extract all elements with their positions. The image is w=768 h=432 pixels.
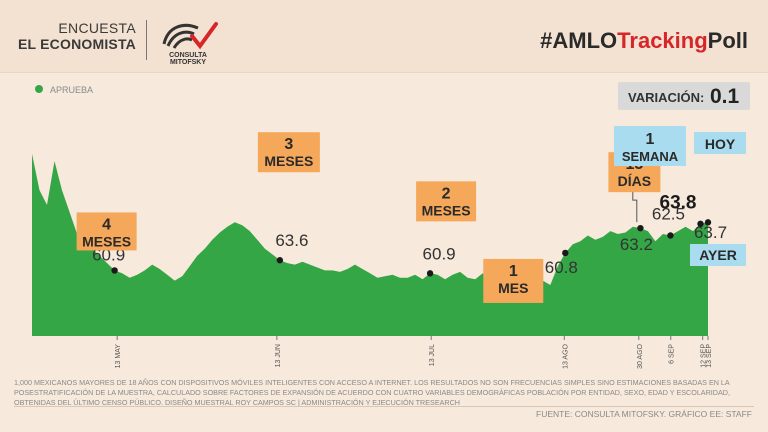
- callout-semana-unit: SEMANA: [622, 149, 679, 164]
- point-marker: [697, 220, 704, 227]
- callout-box: [76, 212, 137, 251]
- source-credit: FUENTE: CONSULTA MITOFSKY. GRÁFICO EE: S…: [536, 409, 752, 419]
- point-value-label: 63.8: [660, 192, 697, 213]
- callout-box: [416, 181, 477, 222]
- point-marker: [111, 267, 118, 274]
- point-marker: [667, 232, 674, 239]
- mitofsky-logo: CONSULTA MITOFSKY: [154, 18, 222, 66]
- tracking-suffix: Poll: [707, 28, 748, 53]
- callout-number: 3: [284, 136, 293, 153]
- point-value-label: 63.6: [275, 231, 308, 250]
- callout-number: 1: [509, 263, 518, 280]
- callout-box: [257, 132, 320, 173]
- callout-number: 4: [102, 216, 111, 233]
- variacion-label: VARIACIÓN:: [628, 90, 705, 105]
- callout-semana-number: 1: [646, 131, 655, 148]
- x-tick-label: 12 SEP: [701, 344, 708, 368]
- x-tick-label: 30 AGO: [637, 343, 644, 368]
- callout-box-hoy: [694, 132, 746, 154]
- x-tick-label: 13 JUN: [275, 344, 282, 367]
- point-value-label: 60.8: [545, 258, 578, 277]
- tracking-prefix: #AMLO: [540, 28, 618, 53]
- variacion-value: 0.1: [710, 85, 740, 108]
- callout-unit: MESES: [82, 233, 131, 249]
- point-marker: [562, 249, 569, 257]
- variacion-box: VARIACIÓN: 0.1: [618, 82, 750, 110]
- callout-box: [483, 258, 544, 303]
- callout-unit: MESES: [422, 202, 471, 218]
- tracking-red: Tracking: [617, 28, 708, 53]
- point-value-label: 63.2: [620, 235, 653, 254]
- point-marker: [637, 224, 644, 232]
- brand-block: ENCUESTA EL ECONOMISTA: [18, 20, 136, 52]
- footer-separator: [14, 406, 754, 407]
- callout-number: 2: [442, 185, 451, 202]
- callout-unit: MESES: [264, 153, 313, 169]
- point-marker: [426, 270, 434, 277]
- callout-leader: [632, 188, 638, 223]
- brand-line2: EL ECONOMISTA: [18, 36, 136, 52]
- callout-ayer-label: AYER: [699, 247, 737, 263]
- point-marker: [276, 257, 284, 264]
- callout-hoy-label: HOY: [705, 136, 736, 152]
- callout-unit: DÍAS: [618, 173, 651, 189]
- footnote: 1,000 mexicanos mayores de 18 años con d…: [14, 378, 730, 407]
- x-tick-label: 6 SEP: [669, 344, 676, 364]
- legend-swatch: [35, 85, 43, 93]
- brand-line1: ENCUESTA: [58, 20, 136, 36]
- x-tick-label: 13 AGO: [562, 343, 569, 368]
- x-tick-label: 13 MAY: [115, 344, 122, 369]
- point-value-label: 62.5: [652, 204, 685, 223]
- header-divider: [146, 20, 147, 60]
- approval-chart: APRUEBA 13 MAY 13 JUN 13 JUL 13 AGO 30 AGO 6 S…: [32, 85, 746, 369]
- logo-mark-icon: [162, 22, 218, 50]
- callout-unit: MES: [498, 280, 528, 296]
- legend-label: APRUEBA: [50, 85, 93, 95]
- point-value-label: 60.9: [423, 244, 456, 263]
- point-marker: [704, 219, 712, 226]
- callout-box-semana: [614, 126, 686, 166]
- x-tick-label: 13 SEP: [706, 344, 713, 368]
- point-value-label: 63.7: [694, 223, 727, 242]
- x-tick-label: 13 JUL: [429, 344, 436, 366]
- logo-text: CONSULTA MITOFSKY: [169, 52, 207, 66]
- tracking-title: #AMLOTrackingPoll: [540, 28, 748, 54]
- header: ENCUESTA EL ECONOMISTA CONSULTA MITOFSKY…: [0, 0, 768, 73]
- callout-box-ayer: [690, 244, 746, 266]
